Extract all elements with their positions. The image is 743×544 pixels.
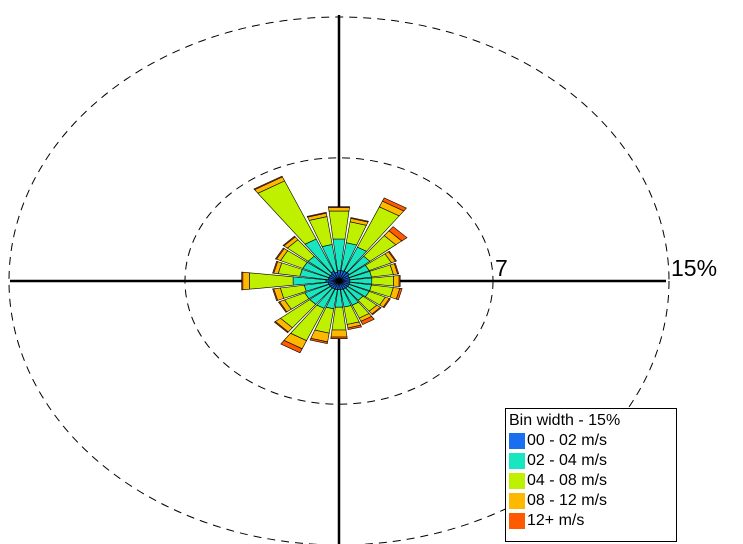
ring-label-0: 7 bbox=[495, 255, 508, 281]
legend-swatch bbox=[509, 493, 525, 509]
legend-swatch bbox=[509, 453, 525, 469]
wedge-dir0-bin3 bbox=[328, 207, 350, 212]
wedge-dir195-bin4 bbox=[309, 337, 328, 345]
wedge-dir330-bin2 bbox=[257, 180, 317, 245]
wedge-dir0-bin2 bbox=[328, 210, 350, 240]
legend-label: 12+ m/s bbox=[527, 512, 585, 529]
wedge-dir150-bin4 bbox=[360, 316, 375, 325]
wedge-dir60-bin4 bbox=[388, 250, 397, 262]
wedge-dir135-bin4 bbox=[371, 306, 382, 316]
wedge-dir30-bin4 bbox=[381, 197, 407, 212]
legend-swatch bbox=[509, 433, 525, 449]
wedge-dir300-bin4 bbox=[274, 247, 285, 260]
legend-item: 00 - 02 m/s bbox=[509, 431, 676, 451]
legend-item: 02 - 04 m/s bbox=[509, 451, 676, 471]
wedge-dir180-bin4 bbox=[330, 336, 348, 340]
wedge-dir105-bin4 bbox=[395, 287, 403, 301]
wedge-dir315-bin4 bbox=[282, 235, 296, 247]
wedge-dir90-bin2 bbox=[371, 275, 394, 287]
legend-label: 04 - 08 m/s bbox=[527, 472, 608, 489]
legend-swatch bbox=[509, 513, 525, 529]
wedge-dir165-bin4 bbox=[347, 324, 363, 331]
wedge-dir180-bin2 bbox=[331, 306, 347, 331]
wedge-dir255-bin4 bbox=[272, 288, 278, 302]
legend-swatch bbox=[509, 473, 525, 489]
legend-label: 00 - 02 m/s bbox=[527, 432, 608, 449]
legend-item: 04 - 08 m/s bbox=[509, 471, 676, 491]
wedge-dir240-bin4 bbox=[278, 301, 288, 313]
wedge-dir225-bin4 bbox=[273, 321, 289, 334]
wedge-dir0-bin4 bbox=[328, 206, 350, 208]
wedge-dir330-bin4 bbox=[253, 175, 283, 191]
wedge-dir270-bin4 bbox=[241, 271, 244, 291]
legend: Bin width - 15% 00 - 02 m/s 02 - 04 m/s 04… bbox=[505, 408, 677, 542]
wedge-dir180-bin3 bbox=[330, 329, 348, 338]
legend-title: Bin width - 15% bbox=[509, 412, 621, 429]
legend-label: 08 - 12 m/s bbox=[527, 492, 608, 509]
wedge-dir90-bin4 bbox=[398, 275, 401, 287]
wedge-dir75-bin4 bbox=[393, 262, 400, 275]
wedge-dir15-bin4 bbox=[350, 217, 369, 223]
wedge-dir270-bin2 bbox=[249, 272, 294, 290]
wedge-dir210-bin4 bbox=[280, 340, 303, 354]
legend-label: 02 - 04 m/s bbox=[527, 452, 608, 469]
wedge-dir285-bin4 bbox=[272, 260, 278, 274]
wedge-dir90-bin3 bbox=[393, 275, 400, 287]
ring-label-1: 15% bbox=[671, 255, 717, 281]
wedge-dir120-bin4 bbox=[382, 298, 391, 309]
wedge-dir345-bin4 bbox=[306, 211, 327, 218]
wedge-dir270-bin3 bbox=[242, 271, 250, 291]
legend-item: 12+ m/s bbox=[509, 511, 676, 531]
wedge-dir45-bin4 bbox=[388, 226, 408, 242]
legend-item: 08 - 12 m/s bbox=[509, 491, 676, 511]
